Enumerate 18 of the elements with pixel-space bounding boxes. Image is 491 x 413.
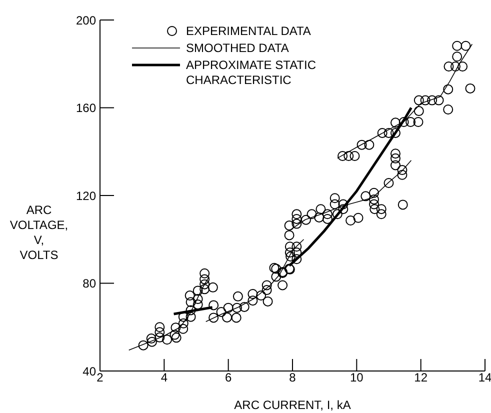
y-tick-label: 200: [76, 13, 96, 28]
y-tick-label: 160: [76, 101, 96, 116]
x-tick-label: 2: [96, 370, 104, 385]
x-tick-label: 6: [224, 370, 232, 385]
y-tick-label: 120: [76, 188, 96, 203]
x-tick-label: 10: [350, 370, 364, 385]
x-tick-label: 4: [160, 370, 168, 385]
x-tick-label: 12: [414, 370, 428, 385]
line-series: [205, 238, 304, 322]
y-tick-label: 40: [82, 364, 96, 378]
y-axis-title: ARC VOLTAGE, V, VOLTS: [8, 203, 70, 263]
x-axis-title: ARC CURRENT, I, kA: [234, 398, 351, 412]
legend-label: APPROXIMATE STATIC CHARACTERISTIC: [186, 58, 318, 88]
legend-label: SMOOTHED DATA: [186, 41, 289, 56]
legend-label: EXPERIMENTAL DATA: [186, 24, 311, 39]
y-tick-label: 80: [82, 276, 96, 291]
x-tick-label: 14: [478, 370, 491, 385]
x-tick-label: 8: [289, 370, 296, 385]
